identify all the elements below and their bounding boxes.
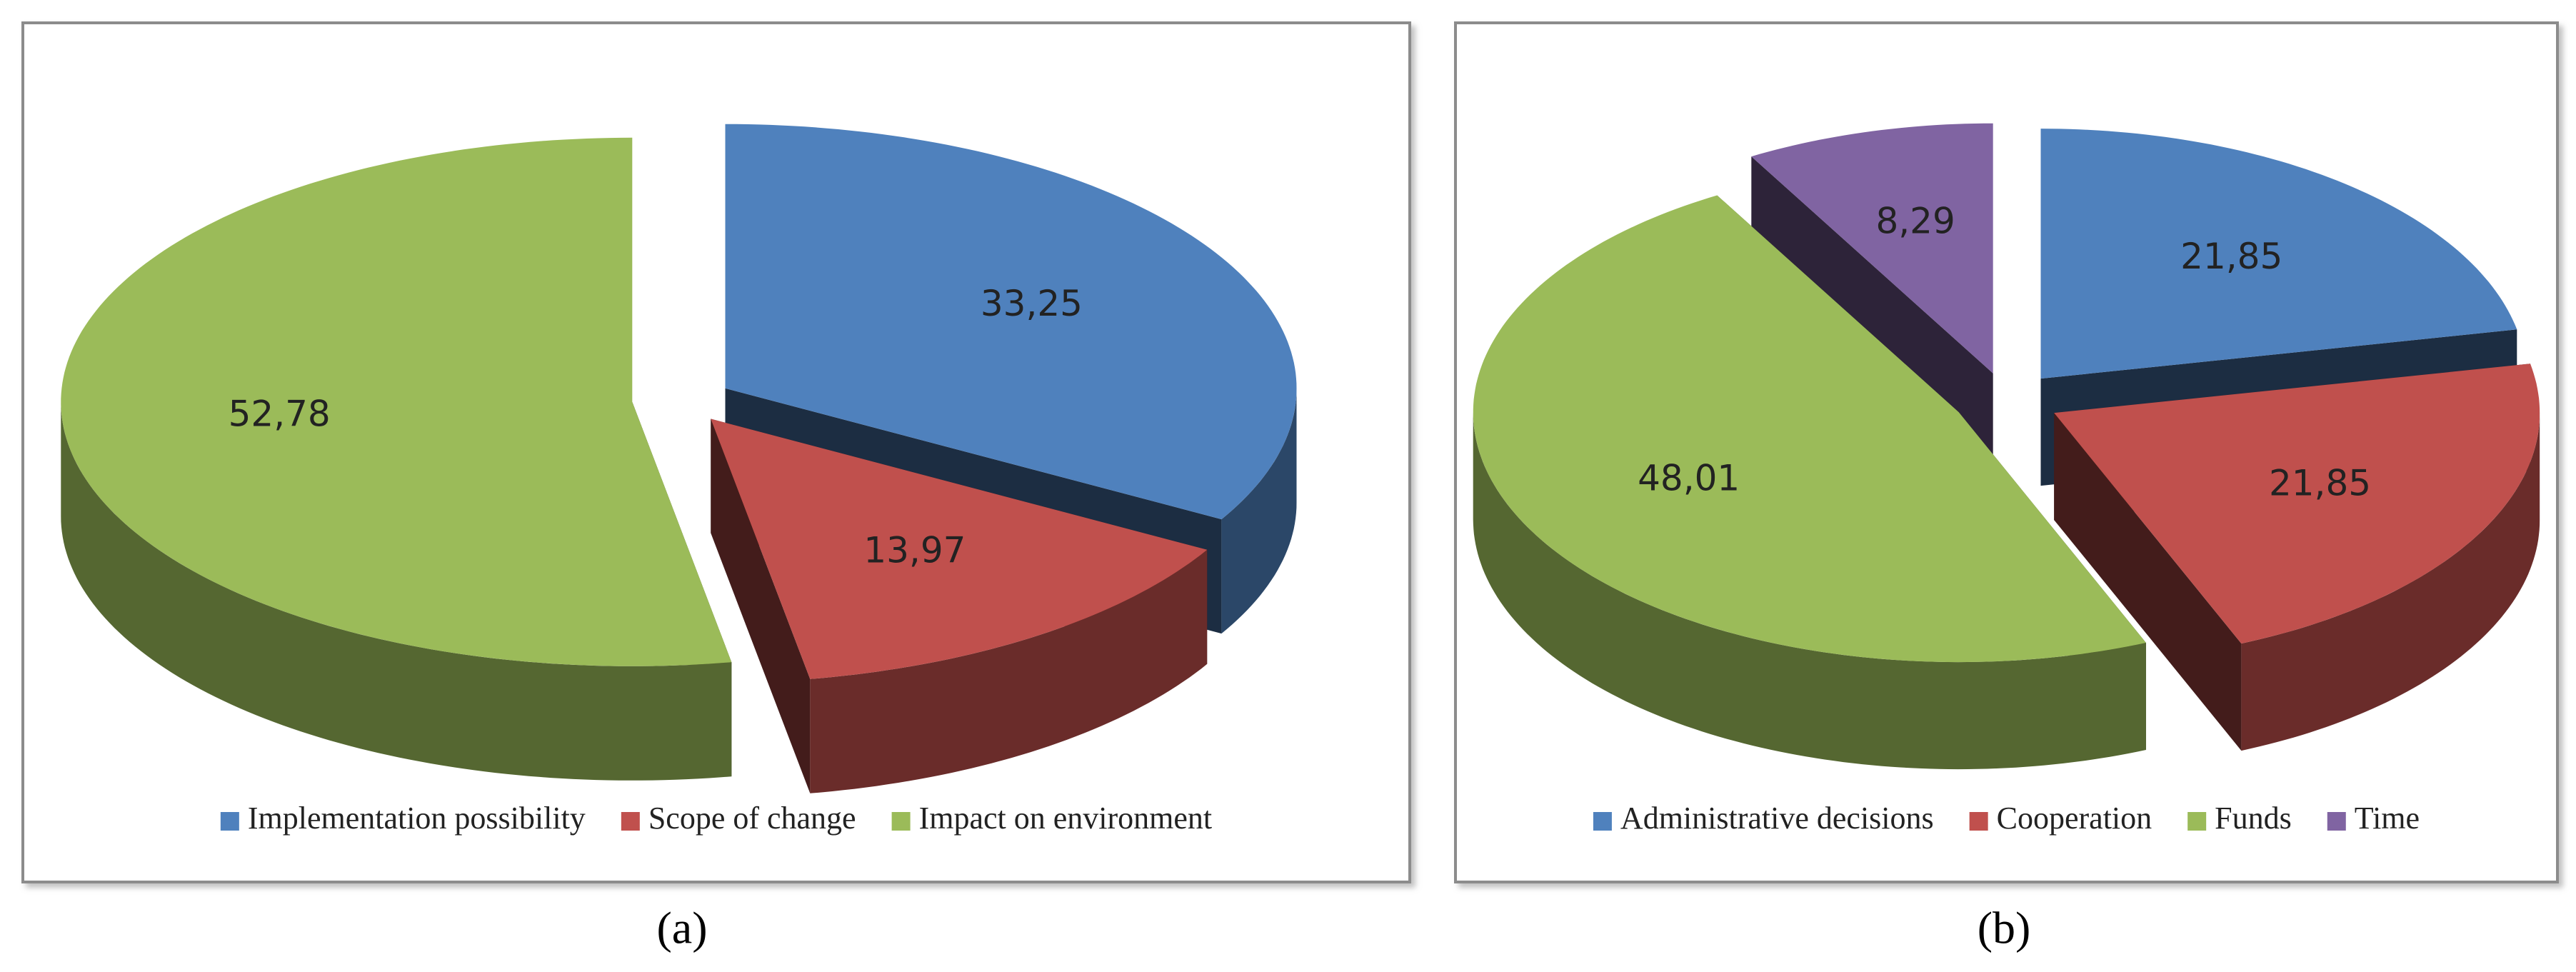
slice xyxy=(2040,129,2517,379)
legend-label: Implementation possibility xyxy=(248,801,586,836)
slice xyxy=(711,419,1208,679)
data-label: 13,97 xyxy=(863,530,966,571)
data-label: 33,25 xyxy=(981,283,1083,324)
legend-swatch xyxy=(2327,812,2346,831)
slice-side xyxy=(810,549,1208,793)
legend-label: Time xyxy=(2355,801,2420,836)
legend-swatch xyxy=(220,812,239,831)
legend-swatch xyxy=(891,812,911,831)
legend-label: Administrative decisions xyxy=(1620,801,1934,836)
slice-side xyxy=(711,419,811,793)
panel-label: (a) xyxy=(656,903,707,953)
slice xyxy=(61,137,732,666)
slice-side xyxy=(2054,413,2242,751)
legend-label: Funds xyxy=(2215,801,2292,836)
slice xyxy=(2054,364,2540,644)
legend-swatch xyxy=(1969,812,1988,831)
legend-label: Cooperation xyxy=(1997,801,2152,836)
pie-1: 21,85 21,85 48,01 8,29 Administrative decisi… xyxy=(1473,123,2540,953)
slice xyxy=(725,124,1297,520)
slice-side xyxy=(2241,413,2540,751)
data-label: 21,85 xyxy=(2269,462,2371,503)
panel-label: (b) xyxy=(1978,903,2031,953)
data-label: 21,85 xyxy=(2180,236,2282,277)
slice xyxy=(1473,195,2146,663)
pie-0: 33,25 13,97 52,78 Implementation possibilit… xyxy=(61,124,1297,953)
slice xyxy=(1751,123,1993,374)
legend-swatch xyxy=(1593,812,1612,831)
slice-side xyxy=(1473,412,2146,770)
legend-label: Impact on environment xyxy=(919,801,1213,836)
data-label: 8,29 xyxy=(1875,201,1955,242)
legend-swatch xyxy=(621,812,640,831)
data-label: 52,78 xyxy=(229,393,331,434)
legend-label: Scope of change xyxy=(648,801,856,836)
slice-side xyxy=(61,401,732,781)
slice-side xyxy=(1221,388,1297,634)
data-label: 48,01 xyxy=(1638,458,1740,499)
legend-swatch xyxy=(2187,812,2207,831)
